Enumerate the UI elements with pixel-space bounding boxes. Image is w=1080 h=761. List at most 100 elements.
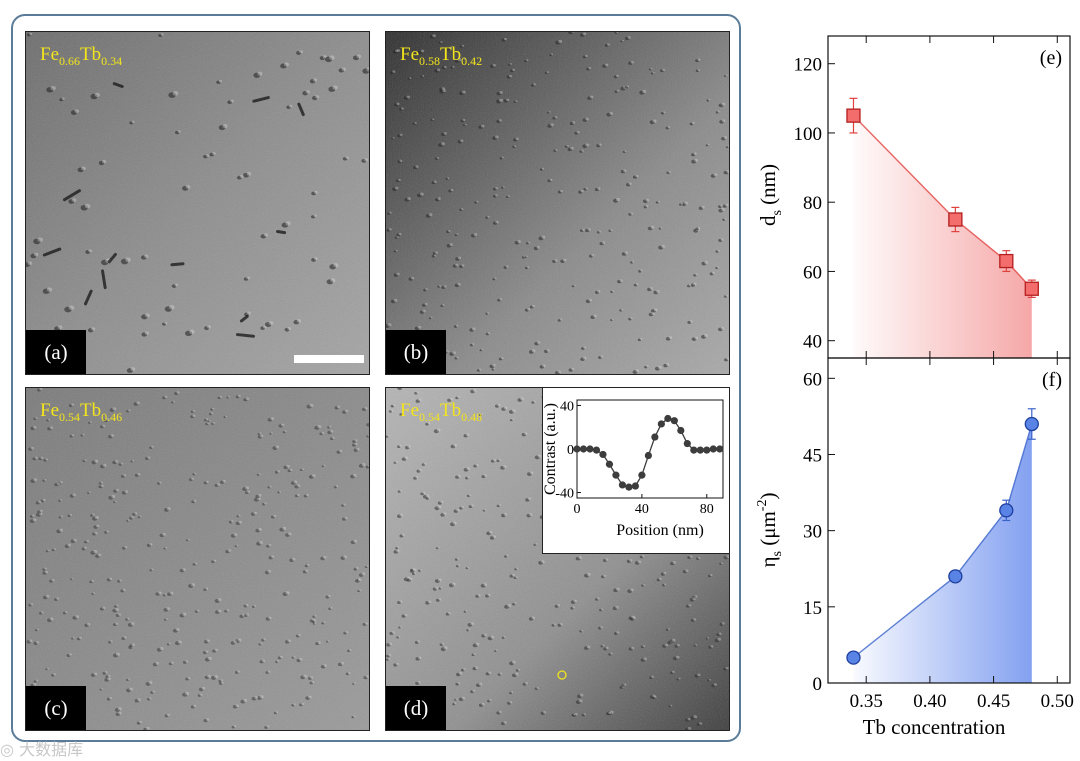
domain-dot <box>441 285 446 289</box>
domain-highlight <box>112 407 117 411</box>
domain-highlight <box>40 611 44 614</box>
domain-dot <box>104 678 110 682</box>
domain-highlight <box>487 332 491 335</box>
domain-highlight <box>668 336 673 340</box>
domain-highlight <box>110 434 115 438</box>
domain-highlight <box>194 472 197 475</box>
domain-highlight <box>217 598 222 602</box>
domain-highlight <box>293 480 298 484</box>
domain-highlight <box>509 63 512 65</box>
domain-highlight <box>428 213 433 217</box>
plot-frame-f <box>827 357 1071 684</box>
micrograph-panel-a: Fe0.66Tb0.34 (a) <box>25 31 370 375</box>
domain-highlight <box>353 715 356 718</box>
domain-highlight <box>441 642 445 645</box>
domain-dot <box>695 557 700 561</box>
domain-highlight <box>635 174 639 178</box>
domain-highlight <box>505 554 509 557</box>
domain-dot <box>472 643 478 648</box>
domain-dot <box>33 641 38 646</box>
domain-highlight <box>593 314 597 318</box>
inset-data-point <box>579 445 588 453</box>
domain-dot <box>506 75 511 79</box>
domain-dot <box>422 303 427 307</box>
domain-dot <box>650 72 654 75</box>
domain-dot <box>564 145 568 148</box>
domain-dot <box>512 602 516 606</box>
domain-dot <box>718 238 723 242</box>
domain-dot <box>327 426 331 429</box>
domain-dot <box>300 675 306 680</box>
domain-dot <box>130 460 134 463</box>
domain-dot <box>626 183 631 187</box>
domain-dot <box>498 357 503 361</box>
domain-dot <box>37 510 42 514</box>
domain-highlight <box>461 264 465 267</box>
domain-dot <box>261 638 265 642</box>
domain-dot <box>575 700 581 705</box>
domain-dot <box>352 682 355 685</box>
domain-dot <box>42 595 48 600</box>
domain-highlight <box>537 454 542 458</box>
domain-highlight <box>515 137 519 141</box>
domain-highlight <box>514 672 519 676</box>
domain-highlight <box>708 98 711 101</box>
domain-dot <box>258 643 262 646</box>
domain-highlight <box>84 459 87 462</box>
domain-highlight <box>187 676 191 680</box>
domain-dot <box>409 569 415 573</box>
inset-data-point <box>599 450 607 459</box>
inset-y-axis-label: Contrast (a.u.) <box>543 403 559 495</box>
domain-dot <box>579 33 585 37</box>
domain-streak <box>235 333 256 338</box>
domain-highlight <box>542 364 546 368</box>
data-marker-f <box>1024 416 1039 432</box>
domain-dot <box>190 415 195 419</box>
domain-highlight <box>205 418 209 421</box>
domain-dot <box>434 197 440 202</box>
domain-highlight <box>207 325 211 329</box>
domain-dot <box>141 314 148 320</box>
domain-dot <box>203 718 208 723</box>
domain-highlight <box>206 639 210 643</box>
panel-b-composition: Fe0.58Tb0.42 <box>400 44 483 68</box>
domain-highlight <box>417 640 420 643</box>
domain-dot <box>660 111 665 115</box>
domain-dot <box>481 475 486 479</box>
domain-dot <box>157 482 161 485</box>
domain-dot <box>366 435 369 438</box>
domain-highlight <box>697 68 701 71</box>
domain-highlight <box>642 645 646 648</box>
domain-highlight <box>230 99 234 103</box>
domain-dot <box>492 136 497 140</box>
domain-highlight <box>720 326 725 330</box>
series-line-e <box>852 115 1033 290</box>
domain-highlight <box>246 276 250 280</box>
domain-dot <box>578 190 583 194</box>
domain-dot <box>500 465 505 470</box>
micrograph-texture <box>386 32 729 374</box>
domain-highlight <box>305 90 310 94</box>
domain-dot <box>54 326 61 332</box>
domain-dot <box>82 459 86 463</box>
domain-highlight <box>220 681 224 684</box>
domain-highlight <box>266 725 270 728</box>
domain-highlight <box>169 591 174 595</box>
domain-dot <box>216 80 221 84</box>
domain-highlight <box>396 236 399 238</box>
domain-dot <box>84 623 89 627</box>
domain-dot <box>352 55 360 61</box>
domain-dot <box>648 312 654 317</box>
domain-highlight <box>323 464 326 467</box>
domain-highlight <box>193 704 197 708</box>
domain-highlight <box>517 240 521 244</box>
domain-dot <box>528 617 534 621</box>
domain-highlight <box>597 290 601 293</box>
domain-highlight <box>35 417 38 420</box>
domain-highlight <box>470 622 474 626</box>
domain-highlight <box>191 583 196 587</box>
domain-dot <box>460 119 465 123</box>
domain-dot <box>56 529 62 534</box>
domain-dot <box>455 682 459 686</box>
domain-dot <box>37 388 41 392</box>
